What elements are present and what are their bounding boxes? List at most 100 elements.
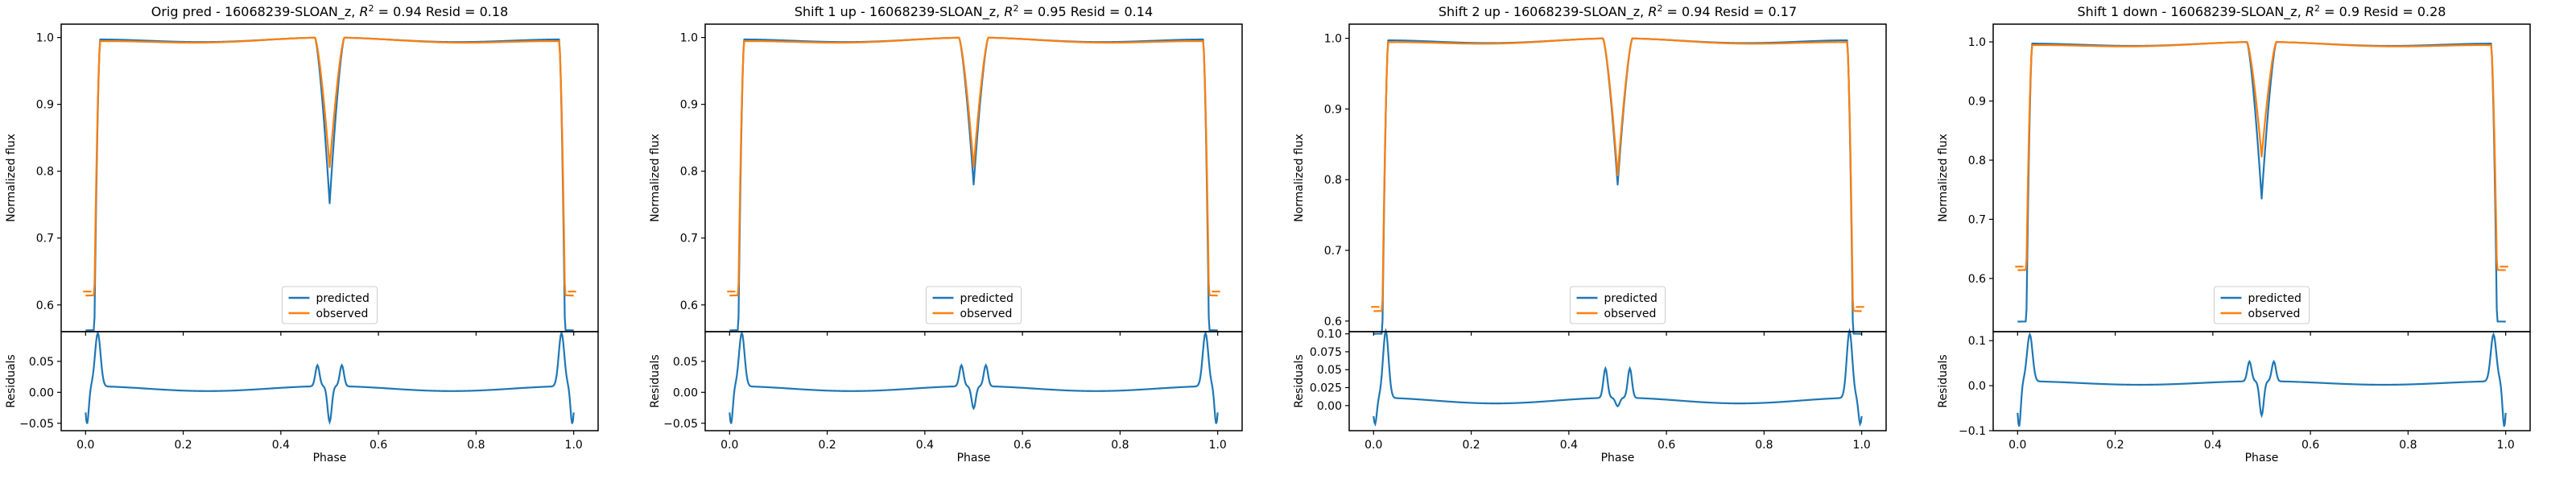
bottom-ytick-label: 0.05 — [29, 356, 54, 369]
top-ytick-label: 0.9 — [1324, 103, 1342, 116]
title-r2-value: = 0.94 Resid = 0.18 — [374, 4, 509, 19]
title-prefix: Shift 1 down - 16068239-SLOAN_z, — [2078, 4, 2306, 20]
bottom-ytick-label: −0.1 — [1959, 425, 1986, 438]
top-ytick-label: 0.9 — [36, 99, 54, 112]
xtick-label: 0.0 — [76, 439, 94, 452]
residual-line — [2017, 332, 2507, 427]
title-prefix: Orig pred - 16068239-SLOAN_z, — [151, 4, 360, 20]
xtick-label: 0.6 — [1013, 439, 1031, 452]
top-axes-frame — [1992, 23, 2531, 332]
chart-panel-1: Orig pred - 16068239-SLOAN_z, R2 = 0.94 … — [5, 3, 599, 464]
xtick-label: 0.4 — [916, 439, 934, 452]
title-r-superscript: 2 — [2314, 3, 2320, 14]
top-ytick-label: 1.0 — [1324, 33, 1342, 46]
xtick-label: 0.6 — [369, 439, 387, 452]
chart-title: Shift 2 up - 16068239-SLOAN_z, R2 = 0.94… — [1439, 3, 1797, 20]
series-line-observed — [85, 36, 574, 297]
x-axis-label: Phase — [2245, 452, 2279, 464]
x-axis-label: Phase — [313, 452, 347, 464]
series-line-predicted — [1373, 37, 1862, 335]
residual-line — [85, 330, 575, 426]
legend-box — [1570, 286, 1666, 324]
title-prefix: Shift 2 up - 16068239-SLOAN_z, — [1439, 4, 1648, 20]
series-line-predicted — [85, 36, 574, 332]
top-ytick-label: 0.6 — [36, 299, 54, 312]
x-axis-label: Phase — [1601, 452, 1635, 464]
top-ytick-label: 0.6 — [680, 299, 698, 312]
bottom-ytick-label: 0.10 — [1317, 328, 1342, 341]
top-ytick-label: 0.7 — [1968, 213, 1986, 226]
xtick-label: 0.4 — [2204, 439, 2222, 452]
xtick-label: 0.0 — [2008, 439, 2026, 452]
top-ytick-label: 1.0 — [680, 32, 698, 45]
xtick-label: 1.0 — [1853, 439, 1871, 452]
top-y-axis-label: Normalized flux — [1293, 134, 1306, 222]
top-y-axis-label: Normalized flux — [1937, 134, 1950, 222]
xtick-label: 1.0 — [1209, 439, 1227, 452]
residual-line — [1373, 328, 1863, 427]
chart-panel-4: Shift 1 down - 16068239-SLOAN_z, R2 = 0.… — [1937, 3, 2531, 464]
top-ytick-label: 0.6 — [1968, 273, 1986, 286]
top-ytick-label: 0.9 — [1968, 96, 1986, 109]
series-line-predicted — [729, 36, 1218, 332]
xtick-label: 0.2 — [1462, 439, 1480, 452]
xtick-label: 0.6 — [1657, 439, 1675, 452]
chart-title: Orig pred - 16068239-SLOAN_z, R2 = 0.94 … — [151, 3, 509, 20]
xtick-label: 0.6 — [2301, 439, 2319, 452]
bottom-ytick-label: 0.025 — [1310, 382, 1342, 395]
bottom-axes-frame — [704, 331, 1243, 431]
bottom-y-axis-label: Residuals — [1293, 354, 1306, 407]
title-r-symbol: R — [359, 4, 368, 19]
top-ytick-label: 1.0 — [1968, 36, 1986, 49]
series-line-observed — [1373, 37, 1862, 312]
title-r-superscript: 2 — [1657, 3, 1662, 14]
xtick-label: 0.8 — [1111, 439, 1129, 452]
xtick-label: 1.0 — [565, 439, 583, 452]
bottom-y-axis-label: Residuals — [5, 354, 18, 407]
xtick-label: 0.2 — [174, 439, 192, 452]
top-ytick-label: 0.7 — [1324, 245, 1342, 258]
top-y-axis-label: Normalized flux — [5, 134, 18, 222]
title-r-symbol: R — [2306, 4, 2314, 19]
chart-title: Shift 1 up - 16068239-SLOAN_z, R2 = 0.95… — [795, 3, 1153, 20]
chart-panel-3: Shift 2 up - 16068239-SLOAN_z, R2 = 0.94… — [1293, 3, 1887, 464]
xtick-label: 0.2 — [818, 439, 836, 452]
xtick-label: 0.8 — [467, 439, 485, 452]
series-line-observed — [2017, 41, 2506, 271]
bottom-ytick-label: 0.075 — [1310, 346, 1342, 359]
title-prefix: Shift 1 up - 16068239-SLOAN_z, — [795, 4, 1004, 20]
title-r-superscript: 2 — [1013, 3, 1018, 14]
top-ytick-label: 0.6 — [1324, 316, 1342, 328]
xtick-label: 0.0 — [720, 439, 738, 452]
legend-label-predicted: predicted — [1604, 292, 1657, 305]
legend-label-observed: observed — [960, 308, 1013, 320]
bottom-axes-frame — [60, 331, 599, 431]
chart-panel-2: Shift 1 up - 16068239-SLOAN_z, R2 = 0.95… — [649, 3, 1243, 464]
title-r-superscript: 2 — [369, 3, 374, 14]
top-ytick-label: 0.8 — [1324, 174, 1342, 187]
legend-box — [926, 286, 1022, 324]
xtick-label: 0.4 — [272, 439, 290, 452]
bottom-ytick-label: 0.05 — [673, 356, 698, 369]
bottom-ytick-label: 0.1 — [1968, 335, 1986, 348]
legend-box — [2214, 286, 2310, 324]
top-ytick-label: 0.8 — [36, 166, 54, 179]
top-ytick-label: 0.8 — [680, 166, 698, 179]
bottom-ytick-label: 0.00 — [29, 386, 54, 399]
bottom-ytick-label: 0.05 — [1317, 364, 1342, 377]
bottom-ytick-label: −0.05 — [663, 418, 698, 431]
legend-label-predicted: predicted — [2248, 292, 2301, 305]
legend-label-observed: observed — [316, 308, 369, 320]
xtick-label: 0.4 — [1560, 439, 1578, 452]
bottom-y-axis-label: Residuals — [649, 354, 662, 407]
title-r-symbol: R — [1004, 4, 1013, 19]
series-line-observed — [729, 36, 1218, 297]
legend-label-predicted: predicted — [960, 292, 1013, 305]
title-r2-value: = 0.94 Resid = 0.17 — [1662, 4, 1797, 19]
xtick-label: 0.8 — [2399, 439, 2417, 452]
residual-line — [729, 330, 1219, 424]
xtick-label: 0.8 — [1755, 439, 1773, 452]
legend-label-observed: observed — [1604, 308, 1657, 320]
xtick-label: 0.0 — [1364, 439, 1382, 452]
